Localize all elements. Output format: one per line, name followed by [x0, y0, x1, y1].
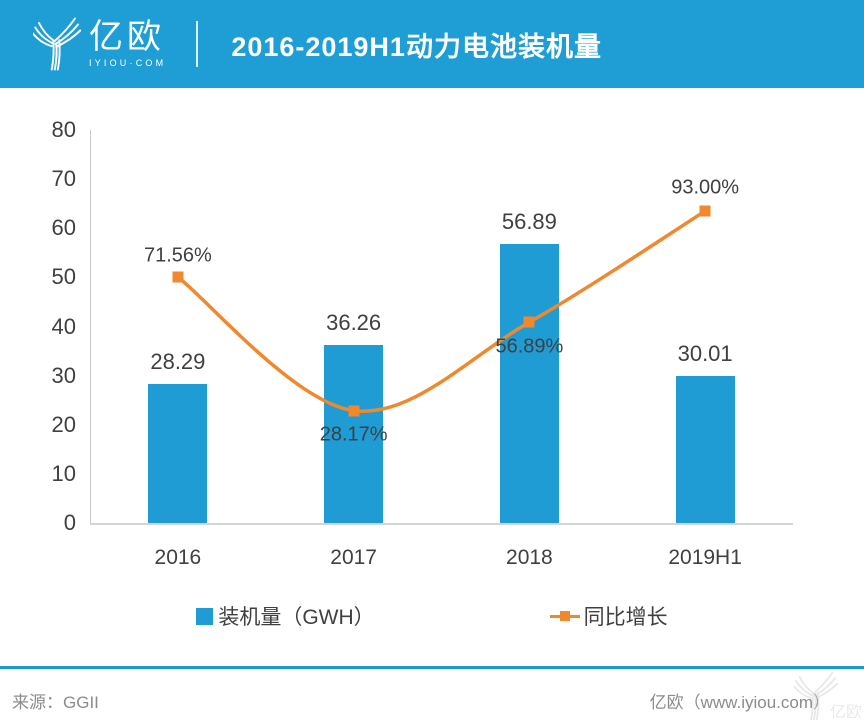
- legend-item-bar: 装机量（GWH）: [196, 601, 375, 631]
- y-axis-line: [90, 130, 91, 523]
- bar-value-label: 56.89: [501, 208, 557, 234]
- legend-line-label: 同比增长: [583, 606, 668, 629]
- logo-text: 亿欧 IYIOU·COM: [89, 20, 166, 68]
- iyiou-tree-icon: [33, 17, 81, 71]
- legend-bar-label: 装机量（GWH）: [218, 606, 375, 629]
- line-marker: [348, 405, 360, 417]
- watermark-logo: 亿欧: [780, 670, 862, 724]
- header-bar: 亿欧 IYIOU·COM 2016-2019H1动力电池装机量: [0, 0, 864, 88]
- y-tick-label: 10: [51, 460, 76, 486]
- watermark-text: 亿欧: [829, 704, 862, 721]
- legend: 装机量（GWH） 同比增长: [0, 598, 864, 634]
- y-tick-label: 20: [51, 411, 76, 437]
- line-marker: [523, 316, 535, 328]
- bar-swatch-icon: [196, 607, 214, 625]
- y-tick-label: 0: [63, 510, 76, 535]
- y-tick-label: 70: [51, 166, 76, 192]
- line-value-label: 93.00%: [671, 176, 740, 199]
- bar-value-label: 30.01: [677, 340, 733, 366]
- x-axis-label: 2018: [506, 546, 553, 569]
- footer-divider: [0, 666, 864, 669]
- credit-label: 亿欧（www.iyiou.com）: [649, 693, 830, 712]
- bar-value-label: 28.29: [150, 349, 206, 375]
- legend-item-line: 同比增长: [549, 601, 668, 631]
- iyiou-logo: 亿欧 IYIOU·COM: [33, 11, 166, 77]
- header-divider: [196, 21, 199, 67]
- logo-name: 亿欧: [89, 18, 165, 56]
- combo-chart: 0 10 20 30 40 50 60 70 80 2016 2017 2018 2019H1 28.29…: [0, 88, 864, 588]
- source-label: 来源：GGII: [12, 693, 99, 712]
- x-axis-label: 2017: [330, 546, 377, 569]
- y-tick-label: 80: [51, 117, 76, 142]
- bar-value-label: 36.26: [326, 309, 382, 335]
- line-marker: [699, 205, 711, 217]
- y-tick-label: 50: [51, 264, 76, 290]
- y-tick-label: 40: [51, 313, 76, 339]
- x-axis-line: [90, 523, 793, 525]
- line-value-label: 71.56%: [143, 244, 212, 267]
- footer: 来源：GGII 亿欧（www.iyiou.com） 亿欧: [0, 666, 864, 725]
- bar: [675, 375, 735, 523]
- y-tick-label: 30: [51, 362, 76, 388]
- x-axis-label: 2019H1: [668, 546, 742, 569]
- line-value-label: 28.17%: [319, 423, 388, 446]
- x-axis-label: 2016: [154, 546, 202, 569]
- line-value-label: 56.89%: [495, 335, 564, 358]
- bar: [499, 243, 559, 523]
- chart-title: 2016-2019H1动力电池装机量: [231, 31, 602, 62]
- logo-domain: IYIOU·COM: [89, 58, 167, 68]
- line-swatch-icon: [549, 611, 580, 621]
- line-marker: [172, 271, 184, 283]
- bar: [148, 384, 208, 523]
- y-tick-label: 60: [51, 215, 76, 241]
